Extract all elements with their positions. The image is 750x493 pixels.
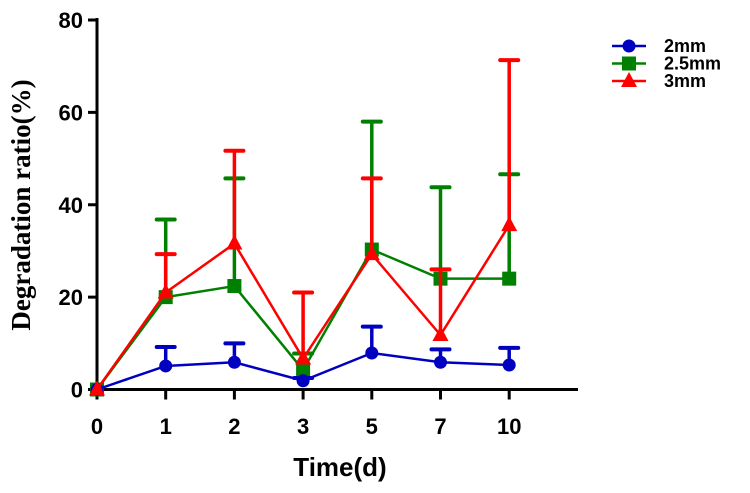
series-3mm	[89, 58, 521, 396]
series-layer	[89, 58, 521, 397]
legend-label: 2mm	[664, 36, 706, 56]
data-point	[434, 355, 447, 369]
data-point	[227, 279, 242, 294]
legend-label: 3mm	[664, 71, 706, 91]
y-tick-label: 40	[59, 193, 83, 218]
x-axis-label: Time(d)	[293, 452, 386, 482]
data-point	[295, 349, 312, 365]
x-tick-label: 10	[497, 414, 521, 439]
data-point	[502, 358, 516, 372]
y-tick-label: 60	[59, 100, 83, 125]
data-point	[363, 245, 380, 261]
data-point	[227, 355, 241, 369]
data-point	[296, 363, 311, 378]
x-tick-label: 2	[228, 414, 240, 439]
data-point	[432, 325, 449, 341]
y-tick-label: 20	[59, 285, 83, 310]
axes: 0 20 40 60 80 0 1 2 3 5 7 10	[59, 8, 578, 439]
data-point	[159, 359, 173, 373]
data-point	[501, 216, 518, 232]
data-point	[296, 374, 310, 388]
x-tick-label: 0	[91, 414, 103, 439]
x-tick-label: 3	[297, 414, 309, 439]
x-tick-label: 5	[366, 414, 378, 439]
data-point	[89, 380, 105, 396]
legend-label: 2.5mm	[664, 54, 721, 74]
series-2mm	[90, 324, 521, 396]
data-point	[502, 271, 517, 286]
legend-marker	[621, 72, 637, 87]
y-axis-label: Degradation ratio(%)	[6, 79, 36, 330]
data-point	[226, 234, 243, 250]
data-point	[365, 346, 379, 360]
legend-marker	[622, 39, 636, 53]
y-tick-label: 0	[71, 378, 83, 403]
legend-marker	[622, 56, 636, 71]
x-tick-label: 7	[434, 414, 446, 439]
y-tick-label: 80	[59, 8, 83, 33]
x-tick-label: 1	[160, 414, 172, 439]
data-point	[157, 283, 174, 299]
